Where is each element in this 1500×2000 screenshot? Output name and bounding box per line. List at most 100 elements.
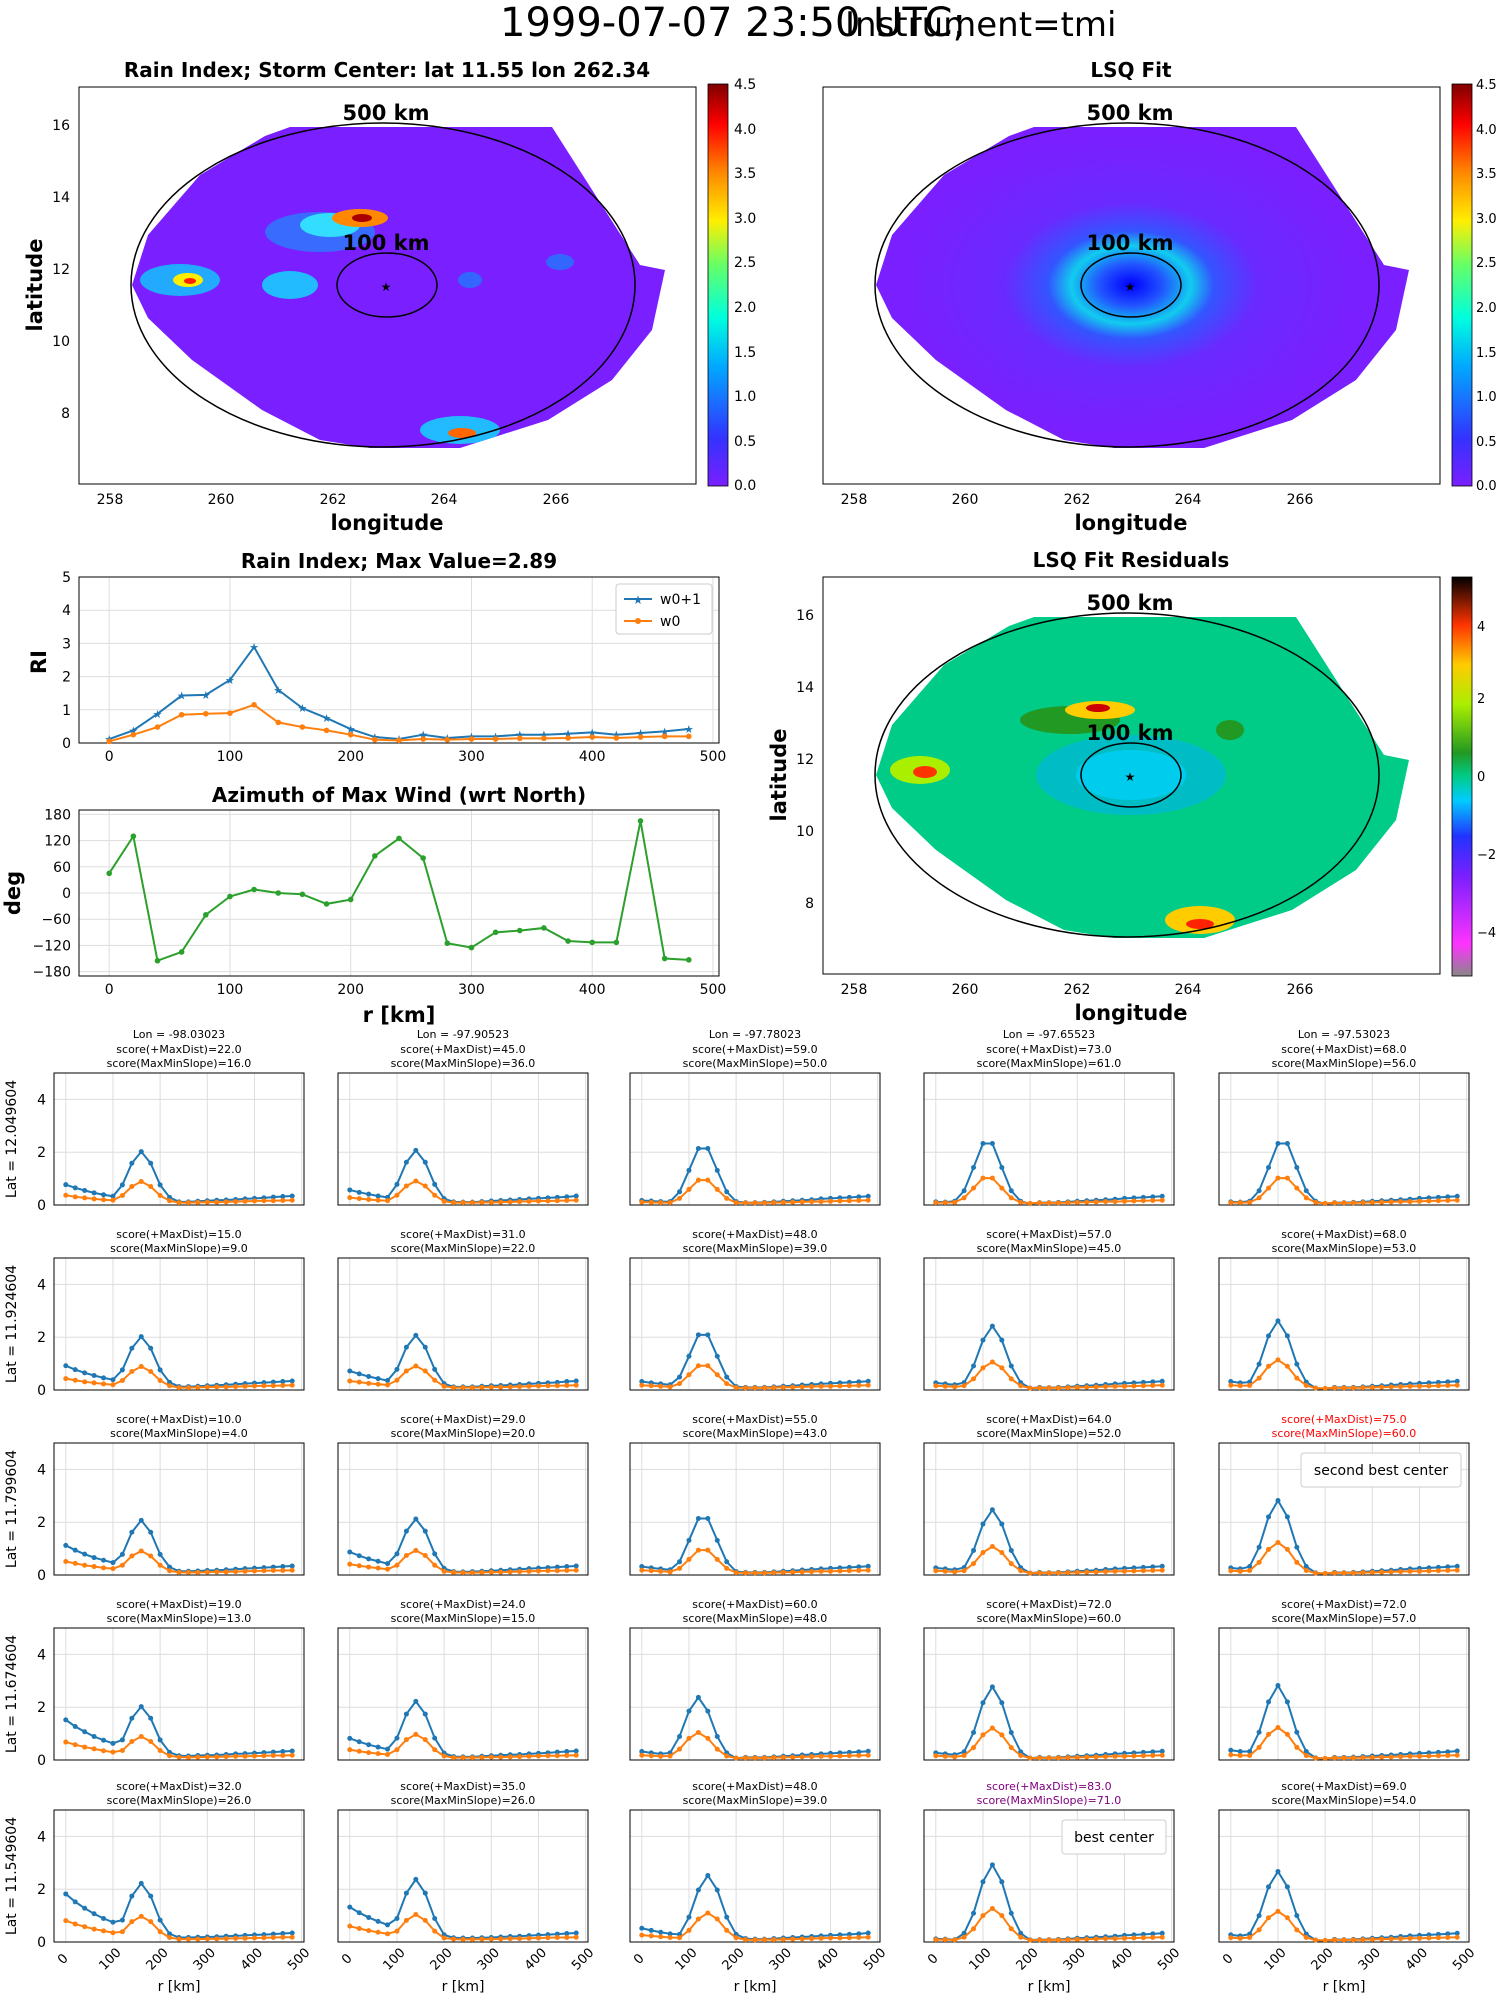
panel-point [1322, 1570, 1328, 1576]
panel-point [366, 1742, 372, 1748]
rain-blob-4 [352, 214, 372, 222]
panel-point [554, 1568, 560, 1574]
panel-point [214, 1384, 220, 1390]
panel-point [82, 1379, 88, 1385]
rain-ytick-16: 16 [52, 118, 70, 134]
panel-point [1454, 1748, 1460, 1754]
az-series-point [589, 939, 596, 946]
panel-point [148, 1919, 154, 1925]
panel-point [110, 1930, 116, 1936]
panel-point [724, 1559, 730, 1565]
panel-point [714, 1537, 720, 1543]
panel-point [242, 1383, 248, 1389]
panel-xlabel: r [km] [1028, 1979, 1071, 1995]
panel-point [1065, 1385, 1071, 1391]
panel-point [1360, 1755, 1366, 1761]
panel-point [375, 1197, 381, 1203]
panel-point [677, 1935, 683, 1941]
panel-point [677, 1746, 683, 1752]
panel-point [366, 1196, 372, 1202]
panel-series-w0p1 [641, 1333, 869, 1389]
rain-xtick-258: 258 [97, 492, 124, 508]
ri-legend-marker-w0 [635, 618, 641, 624]
panel-point [705, 1708, 711, 1714]
panel-point [952, 1384, 958, 1390]
panel-point [809, 1754, 815, 1760]
panel-point [865, 1930, 871, 1936]
rain-cb-tick-4: 2.0 [734, 300, 756, 316]
panel-point [280, 1934, 286, 1940]
panel-point [648, 1568, 654, 1574]
ri-series-w0-point [468, 736, 475, 742]
panel-point [1313, 1937, 1319, 1943]
az-ylabel: deg [1, 871, 25, 915]
panel-point [517, 1569, 523, 1575]
panel-point [1322, 1385, 1328, 1391]
az-series-point [227, 893, 233, 900]
panel-point [233, 1753, 239, 1759]
resid-ring-100km [1080, 742, 1182, 808]
panel-point [289, 1930, 295, 1936]
panel-point [856, 1568, 862, 1574]
panel-point [469, 1936, 475, 1942]
panel-point [1027, 1385, 1033, 1391]
panel-point [714, 1186, 720, 1192]
lsq-xtick-262: 262 [1064, 492, 1091, 508]
resid-ytick-8: 8 [805, 896, 814, 912]
panel-point [1103, 1569, 1109, 1575]
panel-point [564, 1564, 570, 1570]
panel-point [1294, 1744, 1300, 1750]
panel-point [1284, 1884, 1290, 1890]
panel-point [1303, 1188, 1309, 1194]
panel-point [686, 1353, 692, 1359]
panel-point [989, 1507, 995, 1513]
panel-point [1256, 1913, 1262, 1919]
panel-point [733, 1570, 739, 1576]
panel-point [517, 1936, 523, 1942]
panel-point [1008, 1561, 1014, 1567]
panel-r3-c3: score(+MaxDist)=72.0score(MaxMinSlope)=6… [923, 1598, 1175, 1761]
panel-point [138, 1364, 144, 1370]
panel-point [971, 1730, 977, 1736]
panel-point [1103, 1384, 1109, 1390]
ri-series-w0-point [251, 702, 257, 708]
panel-point [356, 1926, 362, 1932]
panel-point [72, 1547, 78, 1553]
panel-point [1027, 1570, 1033, 1576]
panel-point [385, 1746, 391, 1752]
panel-point [385, 1198, 391, 1204]
panel-point [724, 1914, 730, 1920]
panel-point [451, 1936, 457, 1942]
rain-colorbar [707, 83, 729, 487]
panel-point [63, 1182, 69, 1188]
panel-point [195, 1754, 201, 1760]
lsq-xtick-260: 260 [952, 492, 979, 508]
panel-point [413, 1363, 419, 1369]
az-ytick-label: −180 [33, 965, 71, 981]
panel-point [422, 1917, 428, 1923]
panel-point [204, 1384, 210, 1390]
panel-score-maxdist: score(+MaxDist)=83.0 [986, 1780, 1111, 1793]
panel-point [1369, 1754, 1375, 1760]
panel-point [790, 1936, 796, 1942]
panel-point [677, 1565, 683, 1571]
panel-point [933, 1383, 939, 1389]
panel-point [91, 1734, 97, 1740]
panel-point [705, 1332, 711, 1338]
panel-score-maxdist: score(+MaxDist)=68.0 [1281, 1043, 1406, 1056]
panel-point [1140, 1383, 1146, 1389]
panel-point [1018, 1568, 1024, 1574]
panel-xtick-label: 300 [767, 1945, 795, 1973]
panel-point [1228, 1379, 1234, 1385]
panel-point [1360, 1570, 1366, 1576]
panel-point [129, 1553, 135, 1559]
panel-point [1266, 1699, 1272, 1705]
panel-series-w0p1 [1230, 1498, 1458, 1575]
panel-point [573, 1197, 579, 1203]
panel-point [1284, 1514, 1290, 1520]
panel-point [1093, 1936, 1099, 1942]
panel-point [1360, 1200, 1366, 1206]
resid-blob-9 [1186, 919, 1214, 929]
panel-point [1332, 1570, 1338, 1576]
